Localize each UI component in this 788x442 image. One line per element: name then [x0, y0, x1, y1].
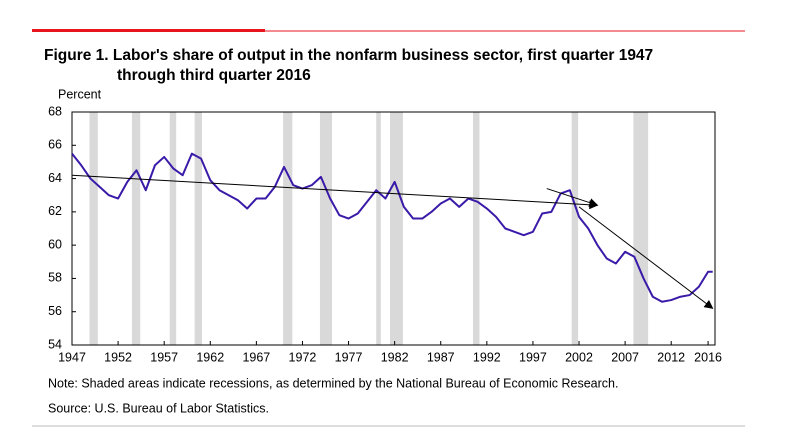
- trend-arrow: [578, 206, 714, 309]
- recession-band: [390, 112, 403, 345]
- y-tick-label: 56: [48, 304, 62, 318]
- y-tick-label: 64: [48, 171, 62, 185]
- source: Source: U.S. Bureau of Labor Statistics.: [48, 401, 269, 415]
- x-tick-label: 1967: [242, 350, 270, 364]
- recession-band: [194, 112, 202, 345]
- x-tick-label: 1972: [289, 350, 317, 364]
- x-tick-label: 2016: [694, 350, 722, 364]
- recession-band: [319, 112, 332, 345]
- x-tick-label: 2007: [611, 350, 639, 364]
- y-tick-label: 62: [48, 204, 62, 218]
- data-line: [71, 152, 713, 303]
- recession-band: [633, 112, 649, 345]
- chart-title: through third quarter 2016: [117, 67, 311, 84]
- y-tick-label: 66: [48, 138, 62, 152]
- x-tick-label: 1987: [427, 350, 455, 364]
- y-tick-label: 54: [48, 337, 62, 351]
- x-tick-label: 1962: [196, 350, 224, 364]
- recession-band: [169, 112, 177, 345]
- x-tick-label: 1982: [381, 350, 409, 364]
- x-tick-label: 2002: [565, 350, 593, 364]
- trend-arrow: [71, 174, 599, 210]
- recession-band: [571, 112, 579, 345]
- header-bar: [32, 29, 265, 32]
- recession-band: [283, 112, 293, 345]
- y-tick-label: 58: [48, 271, 62, 285]
- plot-frame: [71, 111, 716, 346]
- recession-band: [376, 112, 381, 345]
- chart-title: Figure 1. Labor's share of output in the…: [44, 47, 653, 64]
- recession-band: [473, 112, 480, 345]
- y-axis-label: Percent: [58, 87, 102, 101]
- x-tick-label: 1992: [473, 350, 501, 364]
- trend-arrow: [546, 188, 599, 207]
- note: Note: Shaded areas indicate recessions, …: [48, 376, 618, 390]
- x-tick-label: 1997: [519, 350, 547, 364]
- y-tick-label: 60: [48, 237, 62, 251]
- recession-band: [89, 112, 98, 345]
- x-tick-label: 1952: [104, 350, 132, 364]
- x-tick-label: 1977: [335, 350, 363, 364]
- x-tick-label: 2012: [657, 350, 685, 364]
- x-tick-label: 1957: [150, 350, 178, 364]
- x-tick-label: 1947: [58, 350, 86, 364]
- recession-band: [131, 112, 141, 345]
- y-tick-label: 68: [48, 104, 62, 118]
